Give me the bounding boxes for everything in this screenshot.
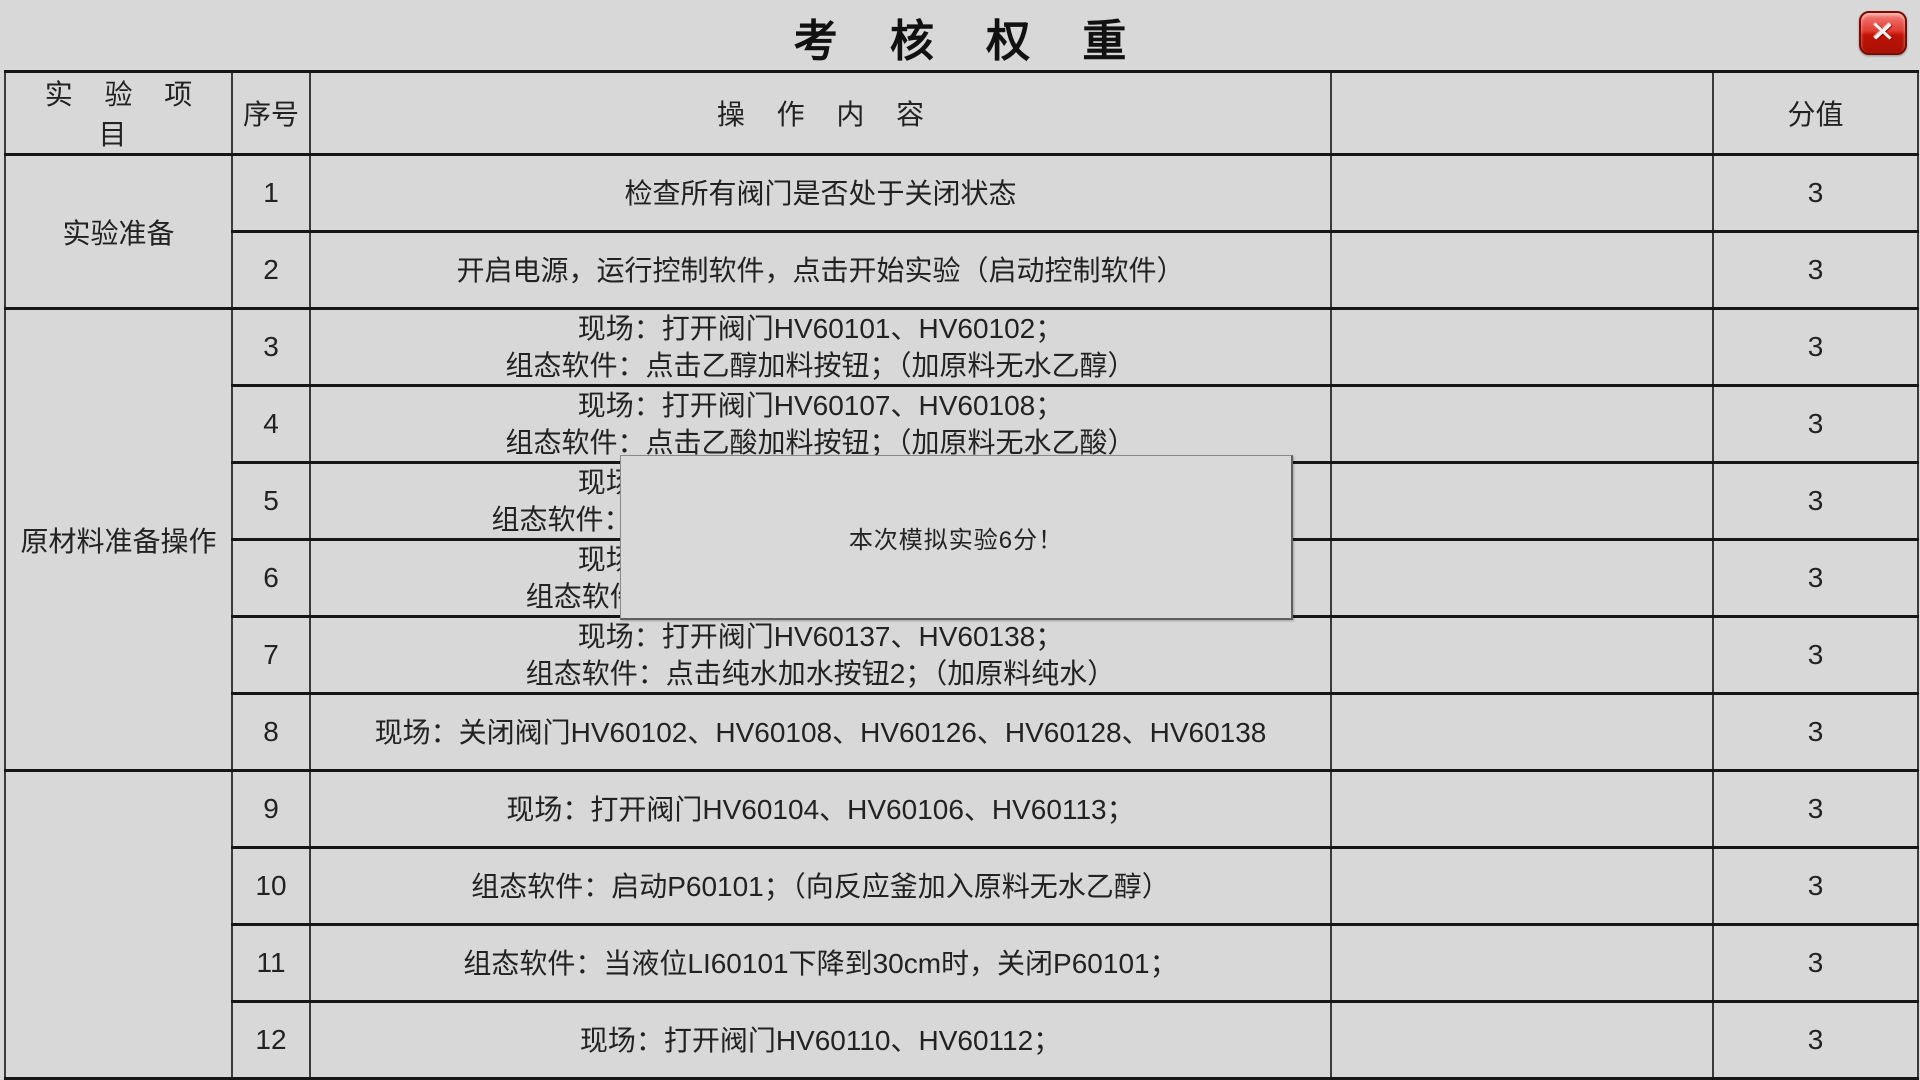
- score-cell: 3: [1712, 923, 1919, 1003]
- operation-line: 现场：打开阀门HV60137、HV60138；: [577, 621, 1064, 652]
- score-cell: 3: [1712, 692, 1919, 772]
- score-cell: 3: [1712, 461, 1919, 541]
- blank-cell: [1330, 692, 1714, 772]
- table-row: 12 现场：打开阀门HV60110、HV60112； 3: [5, 1000, 1919, 1080]
- row-number: 3: [231, 307, 311, 387]
- operation-cell: 现场：打开阀门HV60104、HV60106、HV60113；: [309, 769, 1332, 849]
- operation-cell: 现场：打开阀门HV60110、HV60112；: [309, 1000, 1332, 1080]
- blank-cell: [1330, 1000, 1714, 1080]
- header-experiment-item: 实 验 项 目: [4, 70, 233, 156]
- table-row: 10 组态软件：启动P60101；（向反应釜加入原料无水乙醇） 3: [5, 846, 1919, 926]
- table-row: 2 开启电源，运行控制软件，点击开始实验（启动控制软件） 3: [5, 230, 1919, 310]
- score-message-dialog[interactable]: 本次模拟实验6分！: [620, 455, 1293, 620]
- blank-cell: [1330, 230, 1714, 310]
- score-cell: 3: [1712, 615, 1919, 695]
- blank-cell: [1330, 384, 1714, 464]
- table-header-row: 实 验 项 目 序号 操 作 内 容 分值: [4, 70, 1919, 156]
- score-cell: 3: [1712, 538, 1919, 618]
- group-cell-third: [4, 769, 233, 1080]
- blank-cell: [1330, 615, 1714, 695]
- table-row: 实验准备 1 检查所有阀门是否处于关闭状态 3: [4, 153, 1919, 310]
- row-number: 7: [231, 615, 311, 695]
- close-icon: ✕: [1870, 17, 1896, 48]
- header-operation-content: 操 作 内 容: [309, 70, 1332, 156]
- score-cell: 3: [1712, 1000, 1919, 1080]
- row-number: 10: [231, 846, 311, 926]
- row-number: 1: [231, 153, 311, 233]
- operation-cell: 检查所有阀门是否处于关闭状态: [309, 153, 1332, 233]
- operation-cell: 现场：打开阀门HV60101、HV60102； 组态软件：点击乙醇加料按钮；（加…: [309, 307, 1332, 387]
- operation-line: 组态软件：启动P60101；（向反应釜加入原料无水乙醇）: [471, 870, 1170, 902]
- row-number: 12: [231, 1000, 311, 1080]
- score-message-text: 本次模拟实验6分！: [848, 526, 1064, 554]
- operation-line: 现场：打开阀门HV60104、HV60106、HV60113；: [506, 793, 1135, 825]
- row-number: 9: [231, 769, 311, 849]
- operation-line: 现场：打开阀门HV60101、HV60102；: [577, 313, 1064, 344]
- score-cell: 3: [1712, 307, 1919, 387]
- header-blank: [1330, 70, 1714, 156]
- row-number: 5: [231, 461, 311, 541]
- score-cell: 3: [1712, 769, 1919, 849]
- score-cell: 3: [1712, 384, 1919, 464]
- operation-line: 现场：打开阀门HV60110、HV60112；: [579, 1024, 1062, 1056]
- operation-cell: 现场：打开阀门HV60137、HV60138； 组态软件：点击纯水加水按钮2；（…: [309, 615, 1332, 695]
- operation-line: 现场：关闭阀门HV60102、HV60108、HV60126、HV60128、H…: [374, 716, 1267, 748]
- page-title: 考 核 权 重: [793, 17, 1147, 66]
- blank-cell: [1330, 538, 1714, 618]
- operation-cell: 组态软件：当液位LI60101下降到30cm时，关闭P60101；: [309, 923, 1332, 1003]
- operation-cell: 组态软件：启动P60101；（向反应釜加入原料无水乙醇）: [309, 846, 1332, 926]
- operation-line: 组态软件：点击乙酸加料按钮；（加原料无水乙酸）: [505, 427, 1136, 458]
- row-number: 4: [231, 384, 311, 464]
- score-cell: 3: [1712, 153, 1919, 233]
- blank-cell: [1330, 769, 1714, 849]
- operation-line: 组态软件：点击纯水加水按钮2；（加原料纯水）: [525, 658, 1116, 689]
- group-cell-experiment-prep: 实验准备: [4, 153, 233, 310]
- operation-cell: 开启电源，运行控制软件，点击开始实验（启动控制软件）: [309, 230, 1332, 310]
- header-score: 分值: [1712, 70, 1919, 156]
- blank-cell: [1330, 153, 1714, 233]
- header-serial-no: 序号: [231, 70, 311, 156]
- group-cell-raw-material-prep: 原材料准备操作: [4, 307, 233, 772]
- blank-cell: [1330, 846, 1714, 926]
- row-number: 2: [231, 230, 311, 310]
- row-number: 6: [231, 538, 311, 618]
- operation-cell: 现场：打开阀门HV60107、HV60108； 组态软件：点击乙酸加料按钮；（加…: [309, 384, 1332, 464]
- operation-line: 检查所有阀门是否处于关闭状态: [624, 177, 1017, 209]
- close-button[interactable]: ✕: [1859, 11, 1907, 55]
- operation-line: 现场：打开阀门HV60107、HV60108；: [577, 390, 1064, 421]
- table-row: 11 组态软件：当液位LI60101下降到30cm时，关闭P60101； 3: [5, 923, 1919, 1003]
- blank-cell: [1330, 461, 1714, 541]
- operation-cell: 现场：关闭阀门HV60102、HV60108、HV60126、HV60128、H…: [309, 692, 1332, 772]
- blank-cell: [1330, 923, 1714, 1003]
- assessment-table: 实 验 项 目 序号 操 作 内 容 分值 实验准备 1 检查所有阀门是否处于关…: [4, 70, 1919, 1080]
- table-row: 4 现场：打开阀门HV60107、HV60108； 组态软件：点击乙酸加料按钮；…: [5, 384, 1919, 464]
- row-number: 8: [231, 692, 311, 772]
- table-row: 9 现场：打开阀门HV60104、HV60106、HV60113； 3: [4, 769, 1919, 1080]
- operation-line: 组态软件：点击乙醇加料按钮；（加原料无水乙醇）: [505, 350, 1136, 381]
- score-cell: 3: [1712, 846, 1919, 926]
- table-row: 8 现场：关闭阀门HV60102、HV60108、HV60126、HV60128…: [5, 692, 1919, 772]
- operation-line: 组态软件：当液位LI60101下降到30cm时，关闭P60101；: [463, 947, 1178, 979]
- table-row: 7 现场：打开阀门HV60137、HV60138； 组态软件：点击纯水加水按钮2…: [5, 615, 1919, 695]
- score-cell: 3: [1712, 230, 1919, 310]
- blank-cell: [1330, 307, 1714, 387]
- operation-line: 开启电源，运行控制软件，点击开始实验（启动控制软件）: [456, 254, 1185, 286]
- table-row: 原材料准备操作 3 现场：打开阀门HV60101、HV60102； 组态软件：点…: [4, 307, 1919, 772]
- row-number: 11: [231, 923, 311, 1003]
